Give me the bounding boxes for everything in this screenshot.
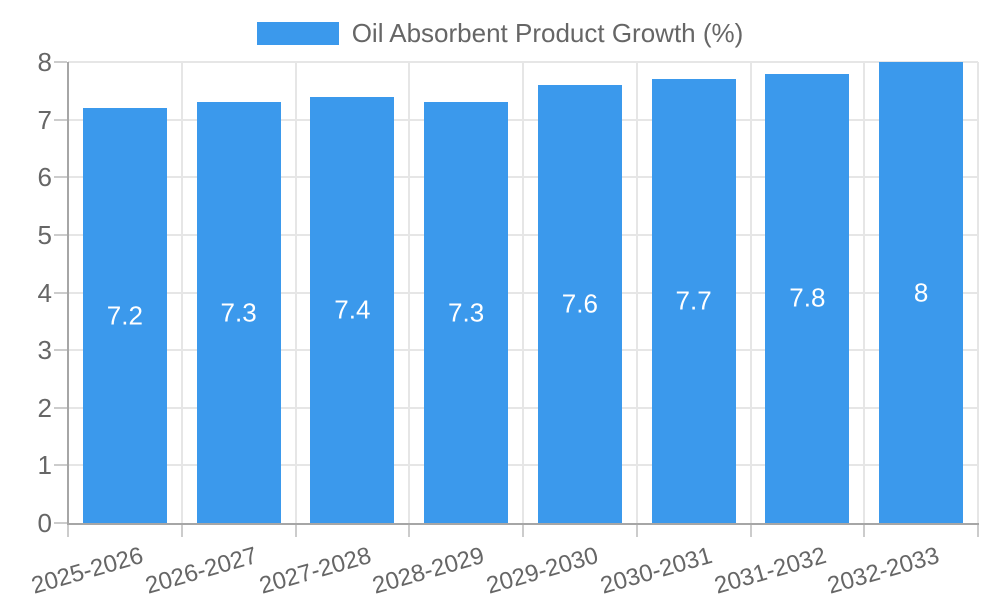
x-tick-label: 2030-2031 — [597, 542, 716, 600]
legend-label: Oil Absorbent Product Growth (%) — [351, 18, 744, 48]
y-tick-mark — [54, 118, 67, 121]
x-tick-mark — [67, 525, 69, 537]
vertical-gridline — [294, 62, 297, 523]
bar[interactable]: 7.4 — [310, 96, 395, 523]
x-tick-mark — [522, 525, 524, 537]
x-axis-line — [67, 523, 979, 525]
y-tick-label: 4 — [37, 277, 52, 308]
vertical-gridline — [635, 62, 638, 523]
x-tick-mark — [977, 525, 979, 537]
x-tick-mark — [408, 525, 411, 537]
y-tick-mark — [54, 233, 67, 236]
vertical-gridline — [749, 62, 752, 523]
y-tick-label: 1 — [37, 450, 52, 481]
x-tick-label: 2026-2027 — [142, 542, 261, 600]
bar-value-label: 7.2 — [106, 300, 143, 331]
y-tick-mark — [54, 176, 67, 179]
x-tick-label: 2031-2032 — [711, 542, 829, 600]
x-tick-label: 2028-2029 — [369, 542, 488, 600]
y-tick-label: 5 — [37, 219, 52, 250]
vertical-gridline — [863, 62, 866, 523]
x-tick-mark — [635, 525, 638, 537]
y-tick-label: 0 — [37, 508, 52, 538]
x-tick-label: 2029-2030 — [483, 542, 602, 600]
bar-value-label: 7.8 — [789, 282, 826, 313]
bar-value-label: 8 — [913, 277, 929, 307]
legend-swatch — [256, 21, 339, 45]
bar[interactable]: 7.8 — [765, 73, 850, 523]
x-tick-mark — [294, 525, 297, 537]
vertical-gridline — [977, 62, 979, 523]
y-tick-mark — [54, 406, 67, 409]
y-tick-label: 7 — [37, 104, 52, 135]
y-axis-line — [67, 62, 69, 525]
bar[interactable]: 7.3 — [196, 102, 281, 523]
y-tick-label: 2 — [37, 392, 52, 423]
y-tick-label: 8 — [37, 47, 52, 77]
bar-value-label: 7.6 — [561, 288, 598, 319]
x-tick-label: 2025-2026 — [28, 542, 147, 600]
bar[interactable]: 7.7 — [651, 79, 736, 523]
y-tick-mark — [54, 61, 67, 63]
vertical-gridline — [180, 62, 183, 523]
y-tick-mark — [54, 349, 67, 352]
y-tick-mark — [54, 464, 67, 467]
x-tick-mark — [863, 525, 866, 537]
bar[interactable]: 7.6 — [537, 85, 622, 523]
legend[interactable]: Oil Absorbent Product Growth (%) — [0, 18, 1000, 48]
bar[interactable]: 8 — [879, 62, 964, 523]
x-tick-label: 2032-2033 — [824, 542, 943, 600]
x-tick-mark — [180, 525, 183, 537]
y-tick-mark — [54, 522, 67, 524]
y-tick-label: 6 — [37, 162, 52, 193]
vertical-gridline — [522, 62, 524, 523]
y-tick-label: 3 — [37, 335, 52, 366]
vertical-gridline — [408, 62, 411, 523]
bar[interactable]: 7.2 — [82, 108, 167, 523]
plot-area: 7.2 7.3 7.4 7.3 7.6 7.7 7.8 8 — [68, 61, 979, 523]
bar-value-label: 7.4 — [334, 294, 371, 325]
bar-value-label: 7.7 — [675, 285, 712, 316]
x-tick-label: 2027-2028 — [256, 542, 374, 600]
bar[interactable]: 7.3 — [424, 102, 509, 523]
y-tick-mark — [54, 291, 67, 294]
bar-value-label: 7.3 — [448, 297, 485, 328]
x-tick-mark — [749, 525, 752, 537]
bar-value-label: 7.3 — [220, 297, 257, 328]
